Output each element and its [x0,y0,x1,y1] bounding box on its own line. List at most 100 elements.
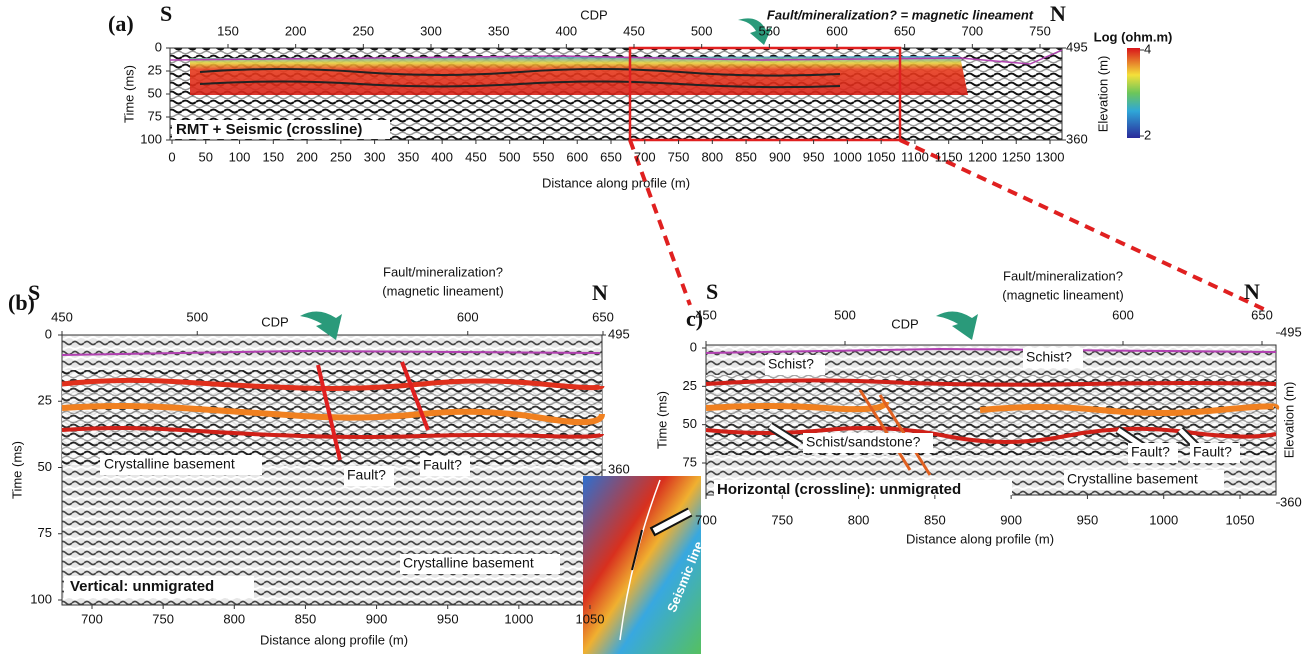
tick-label: 700 [81,611,103,626]
caption: Horizontal (crossline): unmigrated [717,481,961,498]
note: Fault? [1193,444,1232,460]
tick-label: 4 [1144,41,1151,56]
tick-label: 850 [295,611,317,626]
panel-c: c) S N CDP Fault/mineralization? (magnet… [654,268,1296,546]
zoom-connector [630,140,1270,312]
tick-label: 300 [364,149,386,164]
tick-label: 75 [683,454,697,469]
tick-label: 0 [168,149,175,164]
tick-label: 75 [148,108,162,123]
direction-label: N [592,280,608,305]
note: Schist? [768,356,814,372]
tick-label: 360 [1280,494,1302,509]
tick-label: 100 [30,591,52,606]
tick-label: 650 [1251,307,1273,322]
tick-label: 495 [608,326,630,341]
tick-label: 850 [735,149,757,164]
curved-arrow [936,311,978,340]
axis-title: Distance along profile (m) [260,632,408,647]
tick-label: 600 [826,23,848,38]
tick-label: 350 [398,149,420,164]
tick-label: 700 [961,23,983,38]
tick-label: 1050 [576,611,605,626]
tick-label: 50 [148,85,162,100]
inset-map: Seismic line [583,476,706,654]
tick-label: 25 [148,62,162,77]
tick-label: 400 [555,23,577,38]
annotation: Fault/mineralization? [383,264,503,279]
tick-label: 1100 [901,149,929,164]
tick-label: 500 [691,23,713,38]
tick-label: 950 [437,611,459,626]
tick-label: 450 [623,23,645,38]
tick-label: 950 [803,149,825,164]
tick-label: 900 [769,149,791,164]
tick-label: 500 [834,307,856,322]
tick-label: 100 [140,131,162,146]
tick-label: 50 [38,459,52,474]
tick-label: 750 [1029,23,1051,38]
tick-label: 200 [285,23,307,38]
tick-label: 450 [695,307,717,322]
cdp-label: CDP [891,316,918,331]
tick-label: 550 [758,23,780,38]
annotation: Fault/mineralization? = magnetic lineame… [767,7,1034,22]
colorbar [1127,48,1140,138]
tick-label: 850 [924,512,946,527]
axis-title: Distance along profile (m) [906,531,1054,546]
note: Fault? [423,457,462,473]
axis-title: Distance along profile (m) [542,175,690,190]
annotation: (magnetic lineament) [382,283,503,298]
note: Crystalline basement [104,456,235,472]
axis-title: Elevation (m) [1095,56,1110,133]
direction-label: N [1244,279,1260,304]
tick-label: 700 [695,512,717,527]
tick-label: 2 [1144,127,1151,142]
tick-label: 650 [894,23,916,38]
annotation: Fault/mineralization? [1003,268,1123,283]
tick-label: 250 [330,149,352,164]
axis-title: Elevation (m) [1281,382,1296,459]
axis-title: Time (ms) [654,391,669,449]
tick-label: 25 [683,378,697,393]
figure: (a) S N CDP Fault/mineralization? = magn… [0,0,1304,654]
tick-label: 50 [199,149,213,164]
tick-label: 360 [1066,131,1088,146]
tick-label: 600 [457,309,479,324]
tick-label: 650 [592,309,614,324]
tick-label: 450 [51,309,73,324]
note: Fault? [1131,444,1170,460]
tick-label: 200 [296,149,318,164]
tick-label: 150 [217,23,239,38]
tick-label: 1050 [867,149,896,164]
tick-label: 495 [1066,39,1088,54]
cdp-label: CDP [261,314,288,329]
tick-label: 450 [465,149,487,164]
tick-label: 750 [771,512,793,527]
tick-label: 900 [366,611,388,626]
tick-label: 495 [1280,324,1302,339]
tick-label: 1000 [833,149,862,164]
tick-label: 500 [499,149,521,164]
note: Schist/sandstone? [806,434,921,450]
tick-label: 900 [1000,512,1022,527]
direction-label: S [160,1,172,26]
tick-label: 1000 [504,611,533,626]
tick-label: 150 [262,149,284,164]
tick-label: 1150 [935,149,963,164]
tick-label: 1200 [968,149,997,164]
tick-label: 600 [566,149,588,164]
tick-label: 650 [600,149,622,164]
note: Schist? [1026,349,1072,365]
rmt-overlay [190,56,968,95]
caption: Vertical: unmigrated [70,578,214,595]
axis-title: Time (ms) [121,65,136,123]
direction-label: S [706,279,718,304]
colorbar-title: Log (ohm.m) [1094,29,1173,44]
annotation: (magnetic lineament) [1002,287,1123,302]
tick-label: 0 [155,39,162,54]
tick-label: 25 [38,393,52,408]
tick-label: 1250 [1002,149,1031,164]
tick-label: 700 [634,149,656,164]
tick-label: 400 [431,149,453,164]
